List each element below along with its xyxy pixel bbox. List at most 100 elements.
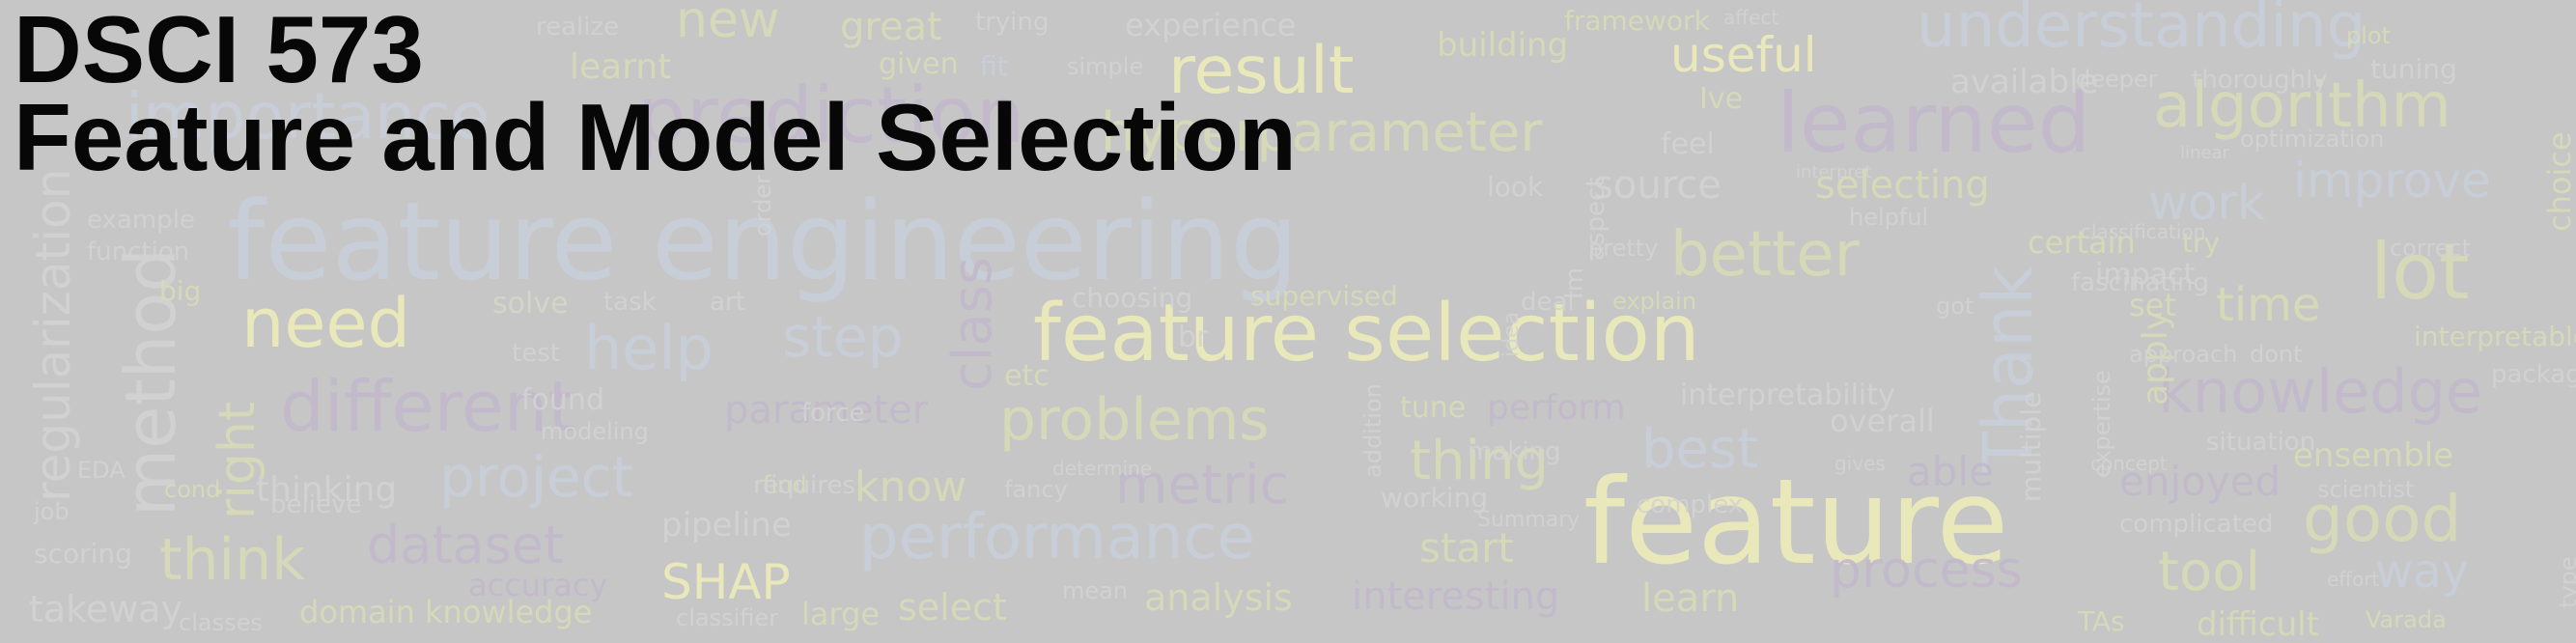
cloud-word: large — [801, 596, 881, 632]
cloud-word: force — [801, 399, 865, 428]
cloud-word: given — [879, 47, 959, 81]
cloud-word: SHAP — [661, 554, 791, 610]
cloud-word: experience — [1125, 7, 1297, 43]
course-name: Feature and Model Selection — [14, 84, 1297, 191]
cloud-word: prediction — [637, 70, 1025, 160]
cloud-word: idea — [1499, 311, 1524, 357]
cloud-word: Im — [1560, 267, 1589, 299]
cloud-word: selecting — [1815, 163, 1990, 208]
cloud-word: try — [2182, 227, 2221, 259]
cloud-word: tune — [1400, 391, 1467, 425]
cloud-word: time — [2216, 278, 2321, 332]
cloud-word: solve — [492, 287, 569, 321]
cloud-word: approach — [2129, 341, 2238, 368]
cloud-word: got — [1936, 293, 1974, 320]
cloud-word: tool — [2158, 541, 2261, 603]
cloud-word: look — [1487, 171, 1544, 203]
cloud-word: help — [584, 313, 714, 383]
cloud-word: optimization — [2240, 126, 2385, 153]
cloud-word: complex — [1637, 490, 1744, 519]
cloud-word: choice — [2541, 131, 2576, 232]
cloud-word: learned — [1777, 75, 2091, 172]
cloud-word: select — [898, 586, 1007, 629]
cloud-word: learnt — [570, 47, 672, 87]
cloud-word: art — [710, 288, 745, 317]
cloud-word: br — [1178, 321, 1209, 354]
cloud-word: need — [241, 284, 410, 363]
cloud-word: useful — [1670, 27, 1817, 83]
cloud-word: requires — [753, 471, 855, 500]
cloud-word: function — [87, 238, 190, 266]
cloud-word: able — [1907, 448, 1994, 495]
cloud-word: making — [1468, 437, 1561, 466]
cloud-word: TAs — [2078, 605, 2125, 637]
cloud-word: explain — [1612, 288, 1697, 315]
cloud-word: example — [87, 206, 195, 235]
cloud-word: domain knowledge — [299, 594, 593, 630]
cloud-word: project — [439, 444, 634, 510]
cloud-word: importance — [126, 79, 490, 154]
cloud-word: analysis — [1144, 576, 1293, 619]
course-code: DSCI 573 — [14, 0, 424, 102]
cloud-word: perform — [1487, 388, 1626, 428]
cloud-word: aspect — [1582, 177, 1610, 261]
cloud-word: EDA — [77, 457, 126, 484]
cloud-word: accuracy — [468, 567, 608, 603]
cloud-word: situation — [2206, 428, 2316, 457]
cloud-word: addition — [1359, 383, 1386, 478]
page-title: DSCI 573 Feature and Model Selection — [14, 0, 1297, 191]
cloud-word: found — [521, 383, 604, 417]
cloud-word: plot — [2346, 22, 2391, 49]
cloud-word: classes — [179, 609, 263, 636]
cloud-word: type — [2555, 556, 2576, 608]
cloud-word: scientist — [2317, 476, 2415, 503]
cloud-word: good — [2303, 482, 2462, 556]
cloud-word: effort — [2327, 568, 2380, 591]
cloud-word: work — [2148, 175, 2265, 231]
cloud-word: linear — [2180, 143, 2229, 163]
cloud-word: step — [782, 304, 904, 370]
cloud-word: thoroughly — [2192, 66, 2328, 95]
cloud-word: way — [2375, 545, 2470, 599]
cloud-word: feel — [1661, 127, 1715, 161]
cloud-word: choosing — [1072, 282, 1193, 314]
cloud-word: fit — [980, 50, 1008, 82]
cloud-word: building — [1437, 26, 1569, 65]
cloud-word: scoring — [34, 538, 132, 570]
cloud-word: deal — [1521, 288, 1575, 317]
cloud-word: set — [2129, 287, 2176, 323]
cloud-word: thing — [1410, 430, 1550, 492]
cloud-word: regularization — [25, 168, 81, 502]
cloud-word: better — [1670, 219, 1860, 291]
cloud-word: cond — [164, 476, 221, 503]
cloud-word: learn — [1641, 576, 1740, 621]
cloud-word: supervised — [1250, 280, 1398, 312]
cloud-word: multiple — [2015, 391, 2047, 502]
cloud-word: certain — [2028, 224, 2136, 261]
cloud-word: feature selection — [1033, 288, 1700, 379]
cloud-word: find — [763, 471, 807, 498]
cloud-word: helpful — [1849, 204, 1929, 231]
cloud-word: interpretable — [2414, 321, 2576, 352]
cloud-word: interpretability — [1680, 378, 1895, 412]
cloud-word: hyperparameter — [1101, 101, 1543, 164]
cloud-word: feature engineering — [227, 180, 1300, 305]
cloud-word: correct — [2390, 235, 2472, 262]
cloud-word: deeper — [2076, 66, 2158, 93]
cloud-word: classification — [2081, 220, 2206, 243]
cloud-word: framework — [1564, 5, 1710, 37]
cloud-word: enjoyed — [2119, 458, 2282, 505]
cloud-word: modeling — [541, 418, 649, 445]
cloud-word: ensemble — [2293, 436, 2454, 475]
cloud-word: process — [1830, 542, 2023, 600]
cloud-word: understanding — [1917, 0, 2366, 62]
cloud-word: affect — [1723, 6, 1779, 29]
cloud-word: different — [280, 366, 575, 447]
cloud-word: task — [603, 288, 657, 317]
cloud-word: algorithm — [2153, 70, 2451, 142]
cloud-word: interpret — [1796, 162, 1872, 182]
cloud-word: problems — [999, 386, 1270, 454]
cloud-word: dont — [2250, 341, 2303, 368]
